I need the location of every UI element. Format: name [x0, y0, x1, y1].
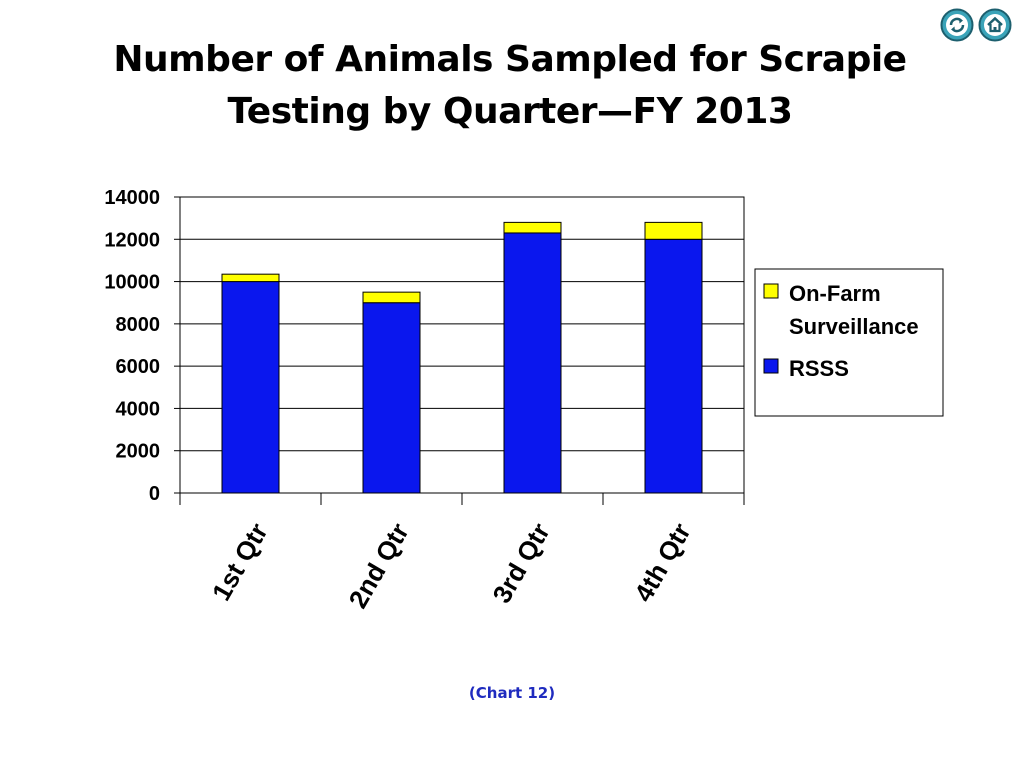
- bar-rsss-4: [644, 238, 703, 494]
- x-tick-label: 4th Qtr: [628, 518, 697, 607]
- refresh-button[interactable]: [940, 8, 974, 42]
- y-tick-label: 4000: [116, 398, 161, 420]
- y-tick-label: 10000: [104, 272, 160, 294]
- home-button[interactable]: [978, 8, 1012, 42]
- y-tick-label: 2000: [116, 441, 161, 463]
- legend-swatch-rsss: [763, 358, 779, 374]
- legend-box: [754, 268, 944, 417]
- legend-label-rsss: RSSS: [789, 356, 849, 381]
- bar-rsss-1: [221, 281, 280, 494]
- y-tick-label: 12000: [104, 229, 160, 251]
- x-tick-label: 3rd Qtr: [486, 518, 555, 608]
- y-tick-label: 8000: [116, 314, 161, 336]
- refresh-icon: [940, 8, 974, 42]
- home-icon: [978, 8, 1012, 42]
- legend-swatch-on-farm: [763, 283, 779, 299]
- bar-on-farm-2: [362, 291, 421, 304]
- title-line-2: Testing by Quarter—FY 2013: [227, 91, 793, 132]
- chart-caption: (Chart 12): [468, 684, 556, 702]
- x-tick-label: 1st Qtr: [206, 518, 274, 606]
- bar-rsss-3: [503, 232, 562, 494]
- legend-label-on-farm: On-Farm: [789, 281, 881, 306]
- legend-label-surveillance: Surveillance: [789, 314, 919, 339]
- y-tick-label: 6000: [116, 356, 161, 378]
- bar-on-farm-1: [221, 273, 280, 283]
- y-tick-label: 14000: [104, 187, 160, 209]
- x-tick-label: 2nd Qtr: [342, 518, 414, 613]
- y-tick-label: 0: [149, 483, 160, 505]
- bar-on-farm-3: [503, 221, 562, 234]
- bar-on-farm-4: [644, 221, 703, 240]
- title-line-1: Number of Animals Sampled for Scrapie: [113, 39, 907, 80]
- bar-rsss-2: [362, 302, 421, 494]
- slide-title: Number of Animals Sampled for Scrapie Te…: [40, 34, 980, 138]
